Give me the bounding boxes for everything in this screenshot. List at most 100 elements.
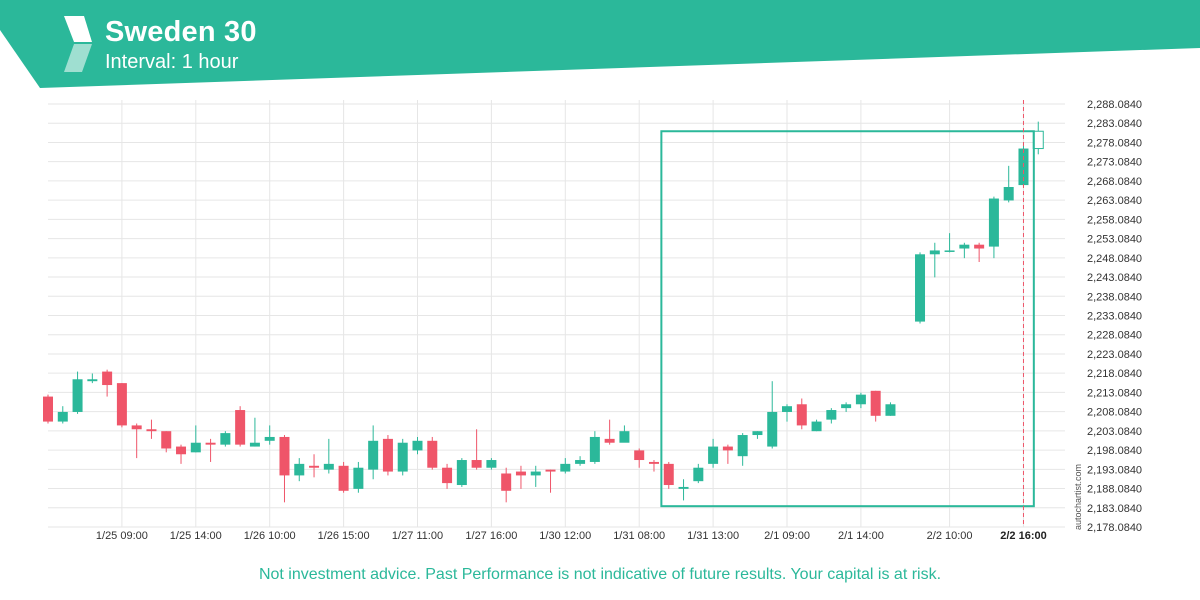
candle-body xyxy=(693,467,704,482)
candle-body xyxy=(796,404,807,426)
candle-body xyxy=(915,254,926,322)
x-tick-label: 1/26 10:00 xyxy=(244,530,296,542)
candle-body xyxy=(382,438,393,472)
header-banner: Sweden 30 Interval: 1 hour xyxy=(0,0,1200,90)
candle-body xyxy=(885,404,896,416)
candle-body xyxy=(279,436,290,476)
candle-body xyxy=(309,465,320,468)
x-tick-label: 1/26 15:00 xyxy=(318,530,370,542)
candle-body xyxy=(353,467,364,489)
pattern-overlay xyxy=(660,100,1035,527)
candle-body xyxy=(220,433,231,445)
candle-body xyxy=(161,431,172,449)
candle-body xyxy=(190,442,201,453)
candle-body xyxy=(368,440,379,470)
y-tick-label: 2,203.0840 xyxy=(1087,426,1142,438)
candle-body xyxy=(131,425,142,430)
y-tick-label: 2,283.0840 xyxy=(1087,118,1142,130)
candle-body xyxy=(782,406,792,412)
candle-body xyxy=(708,446,719,464)
y-tick-label: 2,278.0840 xyxy=(1087,137,1142,149)
x-tick-label: 2/2 10:00 xyxy=(927,530,973,542)
candle-body xyxy=(205,442,216,445)
candle-body xyxy=(412,440,423,451)
candle-body xyxy=(235,410,246,445)
candle-body xyxy=(427,440,438,468)
watermark-text: autochartist.com xyxy=(1073,464,1083,530)
candlestick-chart: 2,178.0840 2,183.0840 2,188.0840 2,193.0840… xyxy=(43,99,1142,542)
candle-body xyxy=(323,463,334,470)
x-tick-label: 1/30 12:00 xyxy=(539,530,591,542)
y-tick-label: 2,183.0840 xyxy=(1087,503,1142,515)
y-tick-label: 2,178.0840 xyxy=(1087,522,1142,534)
candle-body xyxy=(974,244,985,249)
y-tick-label: 2,258.0840 xyxy=(1087,214,1142,226)
candle-body xyxy=(678,486,689,489)
candle-body xyxy=(102,371,113,386)
interval-subtitle: Interval: 1 hour xyxy=(105,51,239,73)
candle-body xyxy=(634,450,645,461)
x-tick-label: 1/31 08:00 xyxy=(613,530,665,542)
candle-body xyxy=(43,396,53,422)
y-tick-label: 2,223.0840 xyxy=(1087,349,1142,361)
candle-body xyxy=(944,250,955,252)
candle-body xyxy=(604,438,615,443)
candle-body xyxy=(515,471,526,476)
candle-body xyxy=(471,460,482,468)
candle-body xyxy=(870,390,881,416)
candle-body xyxy=(855,394,866,405)
y-axis-labels: 2,178.0840 2,183.0840 2,188.0840 2,193.0840… xyxy=(1087,99,1142,534)
x-tick-label: 2/1 14:00 xyxy=(838,530,884,542)
y-tick-label: 2,253.0840 xyxy=(1087,234,1142,246)
watermark: autochartist.com xyxy=(1073,464,1083,530)
candle-body xyxy=(486,460,497,468)
candle-body xyxy=(146,429,157,432)
candle-body xyxy=(530,471,541,476)
candle-body xyxy=(249,442,260,447)
candle-body xyxy=(1003,187,1014,201)
candle-body xyxy=(959,244,970,249)
y-tick-label: 2,248.0840 xyxy=(1087,253,1142,265)
x-axis-labels: 1/25 09:00 1/25 14:00 1/26 10:00 1/26 15:00… xyxy=(96,530,1047,542)
y-tick-label: 2,218.0840 xyxy=(1087,368,1142,380)
candle-body xyxy=(929,250,940,255)
candle-body xyxy=(72,379,83,412)
candle-body xyxy=(988,198,999,247)
y-tick-label: 2,233.0840 xyxy=(1087,311,1142,323)
x-tick-label: 1/25 14:00 xyxy=(170,530,222,542)
candle-body xyxy=(648,461,659,464)
y-tick-label: 2,188.0840 xyxy=(1087,484,1142,496)
x-tick-label: 1/27 16:00 xyxy=(465,530,517,542)
candle-body xyxy=(442,467,453,484)
candle-body xyxy=(57,411,68,422)
y-tick-label: 2,243.0840 xyxy=(1087,272,1142,284)
candle-body xyxy=(456,460,467,486)
candle-body xyxy=(116,383,127,426)
y-tick-label: 2,208.0840 xyxy=(1087,407,1142,419)
candle-body xyxy=(826,410,837,420)
candle-body xyxy=(501,473,512,491)
grid-lines xyxy=(48,100,1065,528)
candles xyxy=(43,121,1044,503)
candle-body xyxy=(575,460,586,464)
y-tick-label: 2,193.0840 xyxy=(1087,464,1142,476)
disclaimer: Not investment advice. Past Performance … xyxy=(258,566,942,583)
candle-body xyxy=(294,463,305,476)
y-tick-label: 2,198.0840 xyxy=(1087,445,1142,457)
y-tick-label: 2,213.0840 xyxy=(1087,387,1142,399)
pattern-box xyxy=(660,130,1035,508)
y-tick-label: 2,273.0840 xyxy=(1087,157,1142,169)
x-tick-label: 1/25 09:00 xyxy=(96,530,148,542)
candle-body xyxy=(752,431,763,436)
x-tick-label: 1/31 13:00 xyxy=(687,530,739,542)
y-tick-label: 2,228.0840 xyxy=(1087,330,1142,342)
candle-body xyxy=(841,404,852,409)
candle-body xyxy=(87,379,98,382)
candle-body xyxy=(397,442,408,472)
candle-body xyxy=(737,435,748,457)
x-tick-label: 2/1 09:00 xyxy=(764,530,810,542)
candle-body xyxy=(560,463,571,472)
candle-body xyxy=(176,446,187,455)
candle-body xyxy=(663,463,674,486)
candle-body xyxy=(264,436,275,441)
